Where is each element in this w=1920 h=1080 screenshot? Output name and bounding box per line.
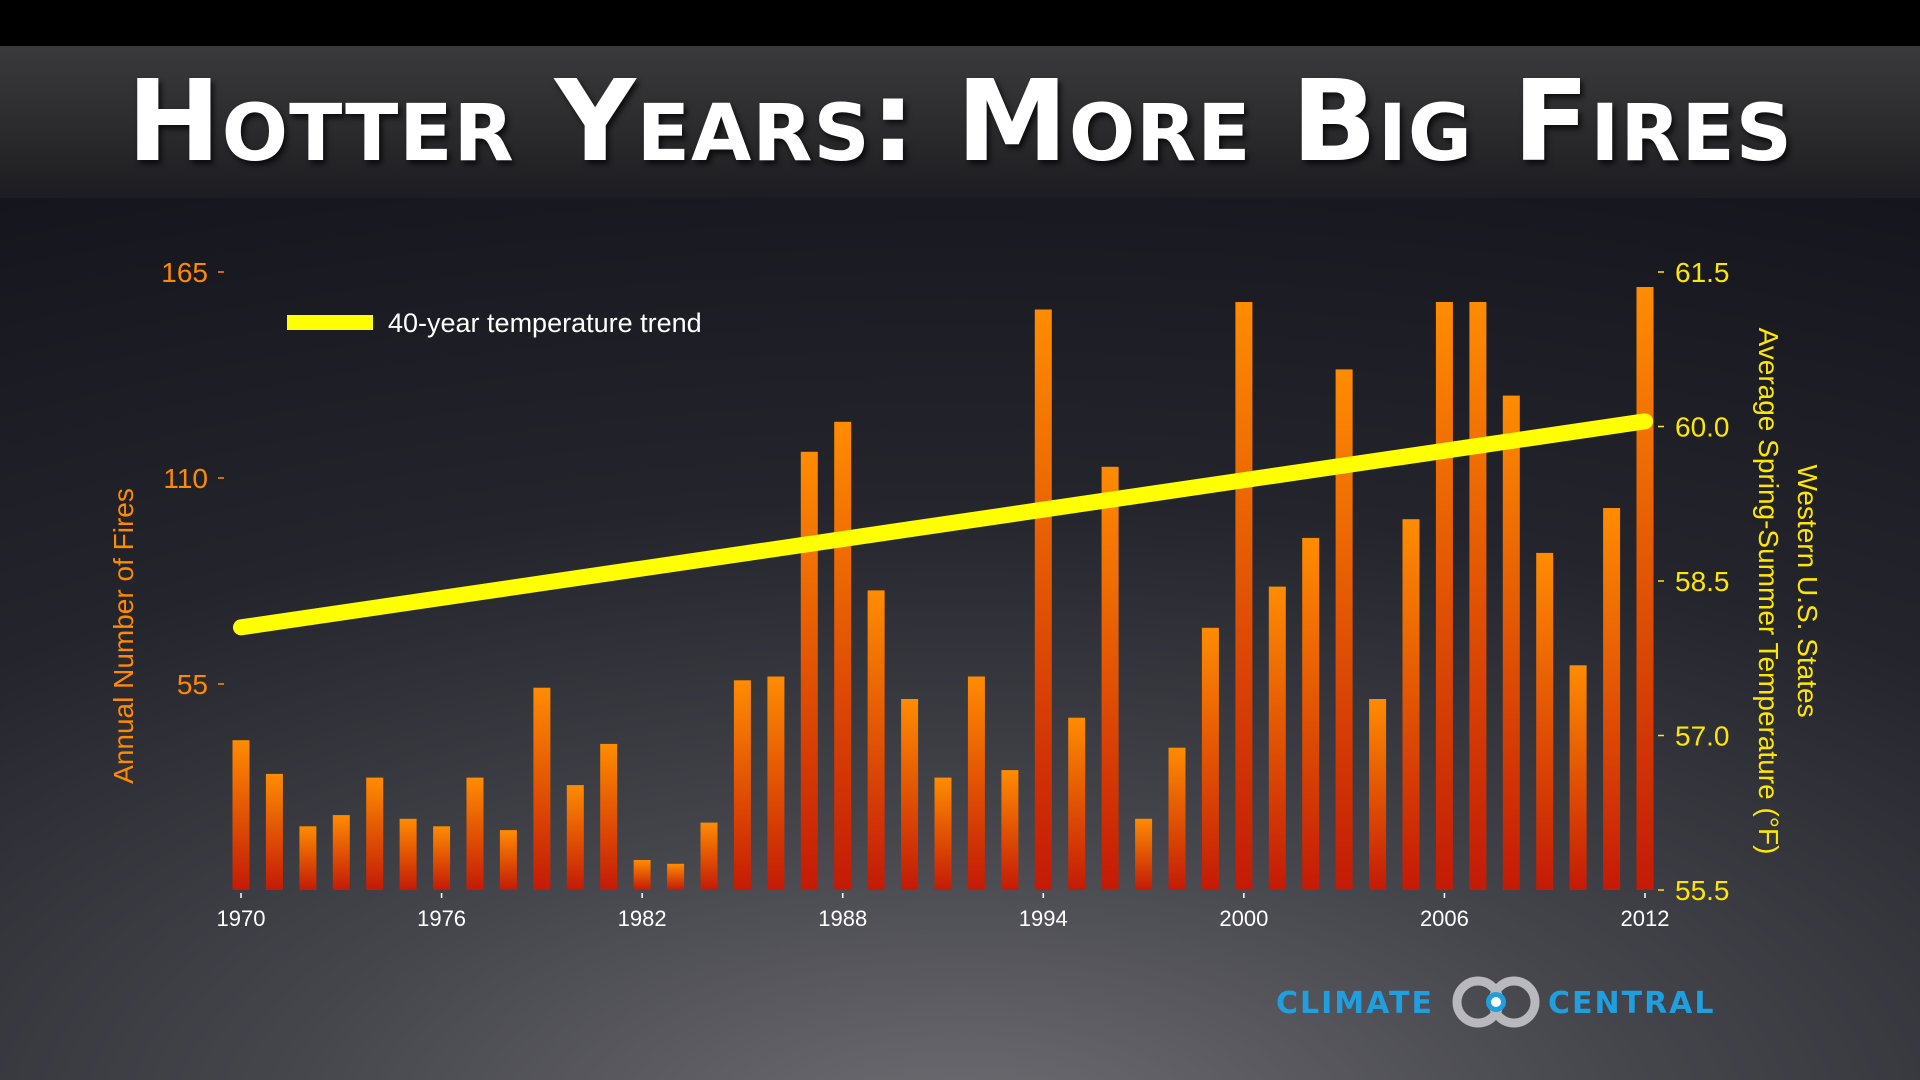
fire-bar bbox=[1435, 302, 1453, 890]
fire-bar bbox=[1001, 770, 1019, 890]
x-axis-tick-label: 2000 bbox=[1219, 906, 1268, 931]
right-axis-tick-label: 57.0 bbox=[1675, 721, 1730, 752]
fire-bar bbox=[332, 815, 350, 890]
fire-bar bbox=[1101, 466, 1119, 890]
fire-bar bbox=[1369, 699, 1387, 890]
fire-bar bbox=[499, 830, 517, 890]
left-axis-title: Annual Number of Fires bbox=[108, 488, 139, 784]
fire-bar bbox=[901, 699, 919, 890]
climate-central-rings-icon bbox=[1452, 976, 1540, 1028]
fire-bar bbox=[934, 777, 952, 890]
right-axis-tick-label: 55.5 bbox=[1675, 875, 1730, 906]
fire-bar bbox=[232, 740, 250, 890]
logo-text-climate: CLIMATE bbox=[1276, 986, 1434, 1021]
fire-bar bbox=[1135, 818, 1153, 890]
left-axis-tick-label: 55 bbox=[177, 669, 208, 700]
x-axis-tick-label: 2012 bbox=[1621, 906, 1670, 931]
fire-bar bbox=[1502, 395, 1520, 890]
fire-bar bbox=[533, 687, 551, 890]
legend-swatch-trend bbox=[287, 315, 373, 330]
fire-bar bbox=[1469, 302, 1487, 890]
x-axis: 1970 1976 1982 1988 1994 2000 2006 2012 bbox=[217, 893, 1670, 931]
left-axis: 55 110 165 bbox=[161, 257, 224, 700]
fire-bar bbox=[1201, 627, 1219, 890]
fire-bar bbox=[265, 773, 283, 890]
fire-bar bbox=[633, 860, 651, 890]
bars-group bbox=[232, 287, 1654, 890]
fire-bar bbox=[1302, 537, 1320, 890]
legend-label: 40-year temperature trend bbox=[388, 308, 702, 338]
logo-text-central: CENTRAL bbox=[1548, 986, 1716, 1021]
right-axis: 55.5 57.0 58.5 60.0 61.5 bbox=[1658, 257, 1730, 906]
x-axis-tick-label: 1982 bbox=[618, 906, 667, 931]
fire-bar bbox=[433, 826, 451, 890]
fire-bar bbox=[767, 676, 785, 890]
fire-bar bbox=[1402, 519, 1420, 890]
fire-bar bbox=[1603, 508, 1621, 890]
fire-bar bbox=[1636, 287, 1654, 890]
fire-bar bbox=[667, 863, 685, 890]
right-axis-tick-label: 58.5 bbox=[1675, 566, 1730, 597]
fire-bar bbox=[1335, 369, 1353, 890]
slide-title: Hotter Years: More Big Fires bbox=[127, 57, 1793, 187]
fire-bar bbox=[700, 822, 718, 890]
x-axis-tick-label: 1970 bbox=[217, 906, 266, 931]
fire-bar bbox=[466, 777, 484, 890]
climate-central-logo: CLIMATE CENTRAL bbox=[1276, 970, 1714, 1036]
fire-bar bbox=[1569, 665, 1587, 890]
title-band bbox=[0, 46, 1920, 198]
x-axis-tick-label: 2006 bbox=[1420, 906, 1469, 931]
fire-bar bbox=[600, 743, 618, 890]
right-axis-title-line1: Western U.S. States bbox=[1792, 464, 1823, 717]
fire-bar bbox=[834, 421, 852, 890]
fire-bar bbox=[1168, 747, 1186, 890]
x-axis-tick-label: 1994 bbox=[1019, 906, 1068, 931]
fire-bar bbox=[1536, 552, 1554, 890]
fire-bar bbox=[1068, 717, 1086, 890]
fire-bar bbox=[1268, 586, 1286, 890]
fire-bar bbox=[800, 451, 818, 890]
left-axis-tick-label: 165 bbox=[161, 257, 208, 288]
right-axis-title-line2: Average Spring-Summer Temperature (°F) bbox=[1753, 328, 1784, 855]
fire-bar bbox=[1034, 309, 1052, 890]
right-axis-tick-label: 61.5 bbox=[1675, 257, 1730, 288]
temperature-trend-line bbox=[233, 413, 1653, 636]
x-axis-tick-label: 1988 bbox=[818, 906, 867, 931]
legend: 40-year temperature trend bbox=[287, 308, 702, 338]
fire-bar bbox=[566, 785, 584, 890]
fire-bar bbox=[867, 590, 885, 890]
fire-bar bbox=[1235, 302, 1253, 890]
fire-bar bbox=[399, 818, 417, 890]
top-bar bbox=[0, 0, 1920, 46]
right-axis-tick-label: 60.0 bbox=[1675, 412, 1730, 443]
x-axis-tick-label: 1976 bbox=[417, 906, 466, 931]
fire-bar bbox=[299, 826, 317, 890]
fire-bar bbox=[967, 676, 985, 890]
left-axis-tick-label: 110 bbox=[163, 463, 208, 494]
fire-bar bbox=[366, 777, 384, 890]
fire-bar bbox=[733, 680, 751, 890]
